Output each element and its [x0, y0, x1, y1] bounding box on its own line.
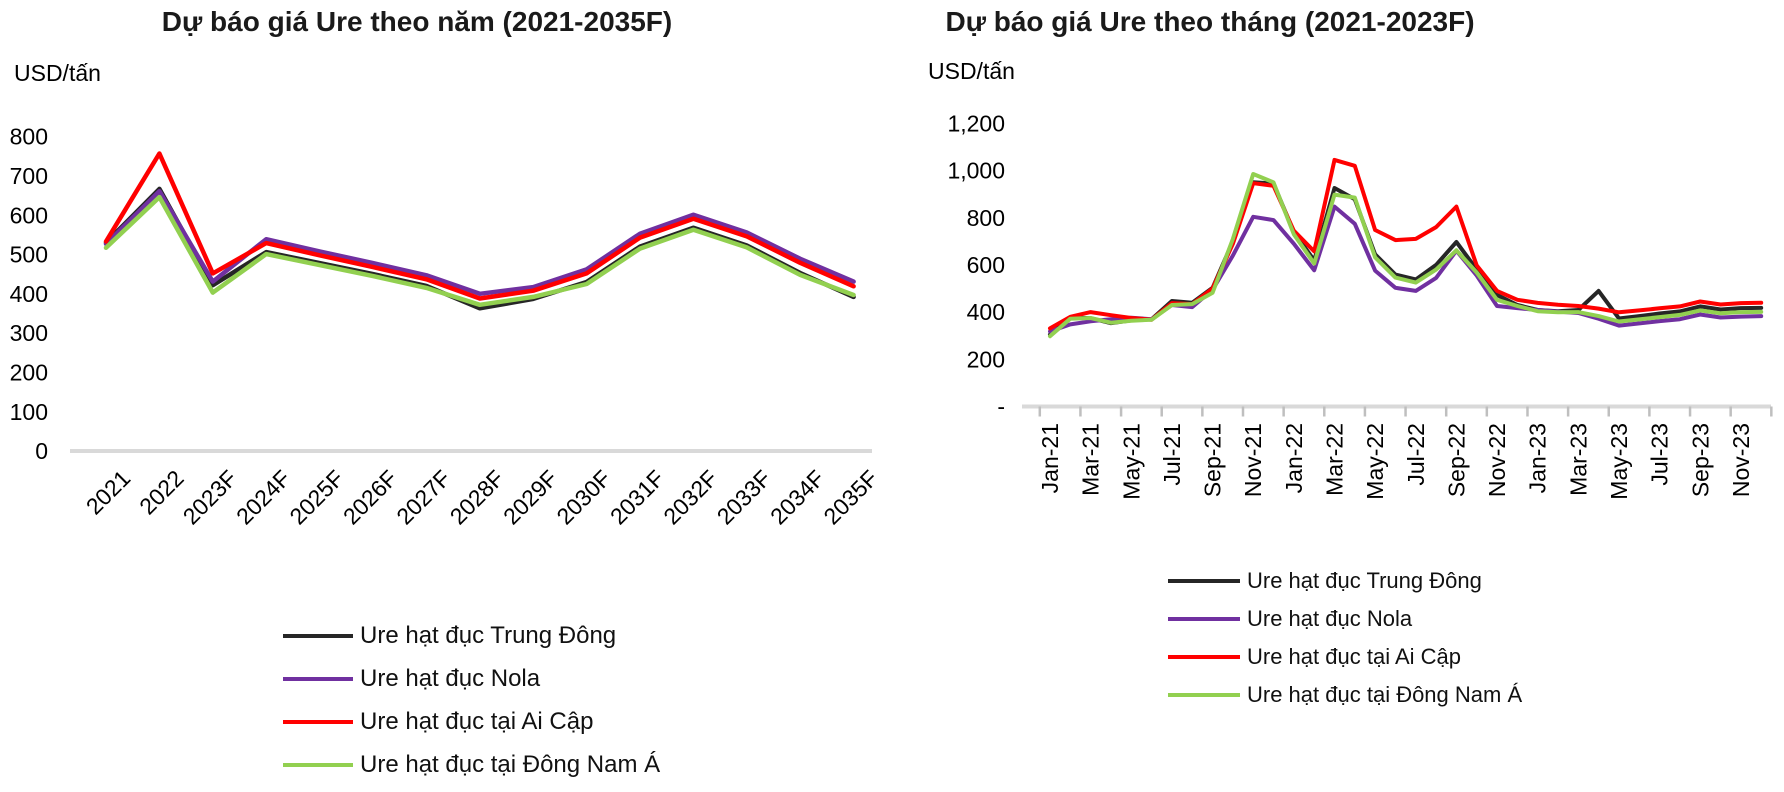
legend-item-trung-dong: Ure hạt đục Trung Đông — [283, 614, 660, 657]
svg-text:300: 300 — [10, 320, 48, 346]
yearly-chart-legend: Ure hạt đục Trung Đông Ure hạt đục Nola … — [283, 614, 660, 786]
svg-text:Nov-21: Nov-21 — [1240, 423, 1266, 497]
monthly-chart-unit-label: USD/tấn — [928, 58, 1015, 84]
legend-line-swatch-dong-nam-a — [1168, 693, 1240, 697]
legend-item-nola: Ure hạt đục Nola — [283, 657, 660, 700]
svg-text:400: 400 — [967, 299, 1005, 325]
series-line-Ure hạt đục Trung Đông — [1048, 180, 1764, 337]
svg-text:200: 200 — [10, 359, 48, 385]
legend-item-trung-dong: Ure hạt đục Trung Đông — [1168, 562, 1522, 600]
svg-text:2028F: 2028F — [445, 465, 510, 530]
svg-text:1,200: 1,200 — [947, 110, 1005, 136]
x-axis-tick-marks — [1038, 406, 1773, 417]
legend-label-dong-nam-a: Ure hạt đục tại Đông Nam Á — [1247, 682, 1523, 707]
y-axis-tick-labels: 0 100 200 300 400 500 600 700 800 — [10, 124, 48, 464]
svg-text:Mar-21: Mar-21 — [1078, 423, 1104, 496]
svg-text:-: - — [997, 394, 1005, 420]
svg-text:Jul-22: Jul-22 — [1403, 423, 1429, 486]
svg-text:400: 400 — [10, 281, 48, 307]
svg-text:2025F: 2025F — [284, 465, 349, 530]
svg-text:Jan-22: Jan-22 — [1281, 423, 1307, 493]
svg-text:Sep-23: Sep-23 — [1687, 423, 1713, 497]
svg-text:Nov-23: Nov-23 — [1728, 423, 1754, 497]
legend-line-swatch-nola — [1168, 617, 1240, 621]
legend-line-swatch-trung-dong — [283, 633, 353, 638]
svg-text:2021: 2021 — [81, 465, 136, 520]
svg-text:1,000: 1,000 — [947, 158, 1005, 184]
legend-label-ai-cap: Ure hạt đục tại Ai Cập — [1247, 644, 1462, 669]
yearly-chart-unit-label: USD/tấn — [14, 60, 101, 86]
legend-label-nola: Ure hạt đục Nola — [1247, 606, 1413, 631]
x-axis-tick-labels: Jan-21 Mar-21 May-21 Jul-21 Sep-21 Nov-21 Jan-… — [1037, 423, 1754, 500]
series-line-Ure hạt đục Trung Đông — [103, 186, 856, 311]
svg-text:2033F: 2033F — [712, 465, 777, 530]
legend-line-swatch-dong-nam-a — [283, 762, 353, 767]
series-lines — [1048, 157, 1764, 339]
legend-label-nola: Ure hạt đục Nola — [360, 664, 541, 692]
series-line-Ure hạt đục tại Ai Cập — [103, 151, 856, 301]
svg-text:0: 0 — [35, 438, 48, 464]
legend-item-ai-cap: Ure hạt đục tại Ai Cập — [1168, 638, 1522, 676]
svg-text:2034F: 2034F — [765, 465, 830, 530]
svg-text:800: 800 — [967, 205, 1005, 231]
legend-label-trung-dong: Ure hạt đục Trung Đông — [1247, 568, 1482, 593]
svg-text:Nov-22: Nov-22 — [1484, 423, 1510, 497]
legend-item-dong-nam-a: Ure hạt đục tại Đông Nam Á — [1168, 676, 1522, 714]
legend-item-dong-nam-a: Ure hạt đục tại Đông Nam Á — [283, 743, 660, 786]
svg-text:2030F: 2030F — [551, 465, 616, 530]
svg-text:2029F: 2029F — [498, 465, 563, 530]
svg-text:2031F: 2031F — [605, 465, 670, 530]
legend-line-swatch-ai-cap — [283, 719, 353, 724]
legend-line-swatch-ai-cap — [1168, 655, 1240, 659]
svg-text:Mar-23: Mar-23 — [1565, 423, 1591, 496]
svg-text:800: 800 — [10, 124, 48, 150]
svg-text:May-22: May-22 — [1362, 423, 1388, 500]
svg-text:600: 600 — [967, 252, 1005, 278]
svg-text:Mar-22: Mar-22 — [1322, 423, 1348, 496]
legend-label-ai-cap: Ure hạt đục tại Ai Cập — [360, 707, 594, 735]
legend-line-swatch-trung-dong — [1168, 579, 1240, 583]
legend-item-ai-cap: Ure hạt đục tại Ai Cập — [283, 700, 660, 743]
series-lines — [103, 151, 856, 311]
legend-label-dong-nam-a: Ure hạt đục tại Đông Nam Á — [360, 750, 661, 778]
svg-text:May-23: May-23 — [1606, 423, 1632, 500]
svg-text:Jan-23: Jan-23 — [1525, 423, 1551, 493]
monthly-chart-legend: Ure hạt đục Trung Đông Ure hạt đục Nola … — [1168, 562, 1522, 714]
svg-text:100: 100 — [10, 399, 48, 425]
svg-text:600: 600 — [10, 202, 48, 228]
svg-text:700: 700 — [10, 163, 48, 189]
svg-text:2027F: 2027F — [391, 465, 456, 530]
legend-line-swatch-nola — [283, 676, 353, 681]
monthly-chart-title: Dự báo giá Ure theo tháng (2021-2023F) — [945, 6, 1475, 37]
yearly-chart-title: Dự báo giá Ure theo năm (2021-2035F) — [161, 6, 673, 37]
series-line-Ure hạt đục Nola — [103, 188, 856, 297]
svg-text:Jul-23: Jul-23 — [1647, 423, 1673, 486]
svg-text:200: 200 — [967, 346, 1005, 372]
svg-text:2026F: 2026F — [338, 465, 403, 530]
svg-text:500: 500 — [10, 242, 48, 268]
svg-text:2022: 2022 — [134, 465, 189, 520]
svg-text:2032F: 2032F — [658, 465, 723, 530]
y-axis-tick-labels: - 200 400 600 800 1,000 1,200 — [947, 110, 1005, 419]
legend-item-nola: Ure hạt đục Nola — [1168, 600, 1522, 638]
series-line-Ure hạt đục tại Ai Cập — [1048, 157, 1764, 331]
svg-text:May-21: May-21 — [1118, 423, 1144, 500]
svg-text:2024F: 2024F — [231, 465, 296, 530]
legend-label-trung-dong: Ure hạt đục Trung Đông — [360, 621, 617, 649]
series-line-Ure hạt đục tại Đông Nam Á — [103, 194, 856, 308]
svg-text:2035F: 2035F — [818, 465, 883, 530]
svg-text:2023F: 2023F — [178, 465, 243, 530]
x-axis-tick-labels: 202120222023F2024F2025F2026F2027F2028F20… — [81, 465, 883, 530]
svg-text:Sep-22: Sep-22 — [1443, 423, 1469, 497]
svg-text:Jul-21: Jul-21 — [1159, 423, 1185, 486]
svg-text:Jan-21: Jan-21 — [1037, 423, 1063, 493]
series-line-Ure hạt đục tại Đông Nam Á — [1048, 172, 1764, 339]
series-line-Ure hạt đục Nola — [1048, 204, 1764, 334]
svg-text:Sep-21: Sep-21 — [1200, 423, 1226, 497]
